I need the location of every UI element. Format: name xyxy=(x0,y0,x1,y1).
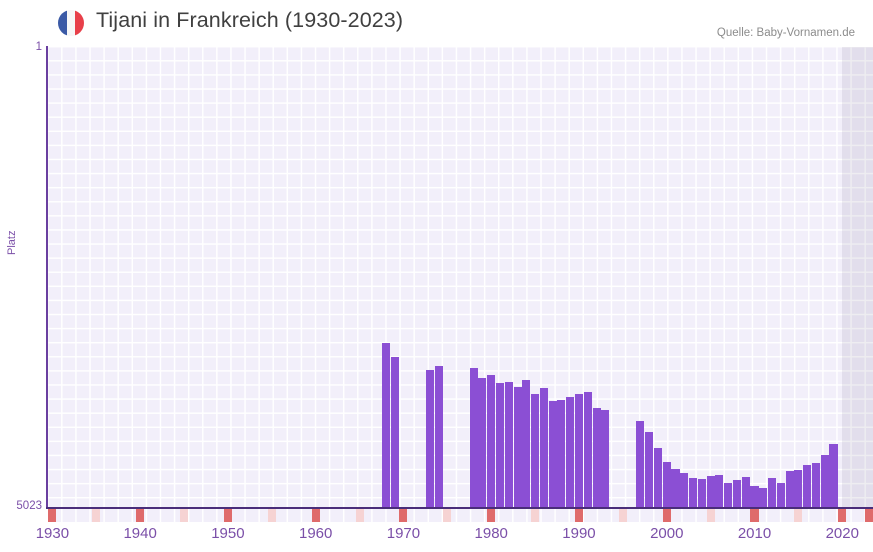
chart-bar[interactable] xyxy=(680,472,689,508)
chart-bar[interactable] xyxy=(697,479,706,508)
chart-bar[interactable] xyxy=(811,462,820,508)
chart-bar[interactable] xyxy=(381,343,390,508)
y-axis-title: Platz xyxy=(6,230,18,255)
flag-band-white xyxy=(66,10,76,36)
chart-bar[interactable] xyxy=(478,378,487,508)
y-axis-tick-top: 1 xyxy=(35,41,42,53)
chart-bar[interactable] xyxy=(820,455,829,508)
x-tick-end xyxy=(864,509,873,522)
chart-bar[interactable] xyxy=(531,393,540,508)
x-axis-tick-label: 1980 xyxy=(474,525,508,542)
chart-bar[interactable] xyxy=(636,421,645,508)
x-tick-major xyxy=(838,509,847,522)
chart-bar[interactable] xyxy=(495,382,505,508)
chart-bar[interactable] xyxy=(829,444,838,508)
chart-bar[interactable] xyxy=(803,464,812,508)
x-tick-minor xyxy=(180,509,189,522)
y-axis-tick-bottom: 5023 xyxy=(16,500,42,512)
x-tick-minor xyxy=(355,509,364,522)
x-tick-minor xyxy=(267,509,276,522)
chart-bar[interactable] xyxy=(645,431,654,508)
x-tick-major xyxy=(487,509,496,522)
chart-bar[interactable] xyxy=(425,370,434,508)
x-tick-major xyxy=(750,509,759,522)
x-tick-minor xyxy=(618,509,627,522)
chart-bar[interactable] xyxy=(469,368,478,508)
x-tick-major xyxy=(399,509,408,522)
chart-bar[interactable] xyxy=(548,401,557,508)
chart-bar[interactable] xyxy=(557,400,566,508)
chart-bar[interactable] xyxy=(522,380,531,508)
flag-band-red xyxy=(75,10,84,36)
chart-bar[interactable] xyxy=(671,469,680,508)
chart-bar[interactable] xyxy=(732,480,741,508)
chart-bar[interactable] xyxy=(504,381,513,508)
chart-header: Tijani in Frankreich (1930-2023) Quelle:… xyxy=(0,0,873,46)
chart-bar[interactable] xyxy=(689,478,698,508)
chart-bar[interactable] xyxy=(513,386,522,508)
x-axis-tick-strip xyxy=(48,509,873,522)
chart-bar[interactable] xyxy=(390,357,399,508)
x-axis-line xyxy=(46,507,873,509)
france-flag-icon xyxy=(58,10,84,36)
chart-bar[interactable] xyxy=(592,407,601,508)
page-title: Tijani in Frankreich (1930-2023) xyxy=(96,8,404,32)
chart-bar[interactable] xyxy=(662,461,671,508)
chart-bar[interactable] xyxy=(566,396,575,508)
chart-bar[interactable] xyxy=(706,475,715,508)
no-data-shaded-band xyxy=(842,47,873,508)
x-tick-major xyxy=(136,509,145,522)
chart-bar[interactable] xyxy=(434,366,443,508)
x-axis-tick-label: 1940 xyxy=(123,525,157,542)
x-axis-tick-label: 1970 xyxy=(386,525,421,542)
x-axis-tick-label: 1960 xyxy=(298,525,333,542)
x-axis-tick-label: 1950 xyxy=(211,525,245,542)
chart-bar[interactable] xyxy=(583,392,592,508)
chart-bar[interactable] xyxy=(653,448,662,508)
chart-bar[interactable] xyxy=(741,477,750,508)
x-axis-tick-label: 1990 xyxy=(562,525,596,542)
x-axis-tick-label: 2010 xyxy=(737,525,772,542)
x-tick-major xyxy=(48,509,57,522)
chart-bar[interactable] xyxy=(785,471,794,508)
chart-bar[interactable] xyxy=(768,478,777,508)
x-tick-major xyxy=(311,509,320,522)
x-tick-minor xyxy=(794,509,803,522)
chart-bar[interactable] xyxy=(539,388,548,508)
x-tick-major xyxy=(574,509,583,522)
chart-bar[interactable] xyxy=(724,482,733,508)
x-tick-major xyxy=(662,509,671,522)
x-tick-minor xyxy=(706,509,715,522)
x-tick-minor xyxy=(443,509,452,522)
x-tick-minor xyxy=(531,509,540,522)
x-tick-minor xyxy=(92,509,101,522)
chart-bar[interactable] xyxy=(776,482,785,508)
flag-band-blue xyxy=(58,10,67,36)
chart-bar[interactable] xyxy=(601,410,610,508)
x-tick-major xyxy=(223,509,232,522)
plot-area xyxy=(48,47,873,508)
x-axis-tick-label: 1930 xyxy=(35,525,70,542)
source-label: Quelle: Baby-Vornamen.de xyxy=(716,27,855,39)
x-axis-tick-label: 2000 xyxy=(650,525,684,542)
chart-bar[interactable] xyxy=(794,470,803,508)
chart-bar[interactable] xyxy=(750,485,759,508)
y-axis-line xyxy=(46,46,48,509)
chart-bar[interactable] xyxy=(759,487,768,508)
x-axis-tick-label: 2020 xyxy=(825,525,859,542)
chart-bar[interactable] xyxy=(487,374,496,508)
chart-bar[interactable] xyxy=(574,393,583,508)
chart-bar[interactable] xyxy=(715,474,724,508)
